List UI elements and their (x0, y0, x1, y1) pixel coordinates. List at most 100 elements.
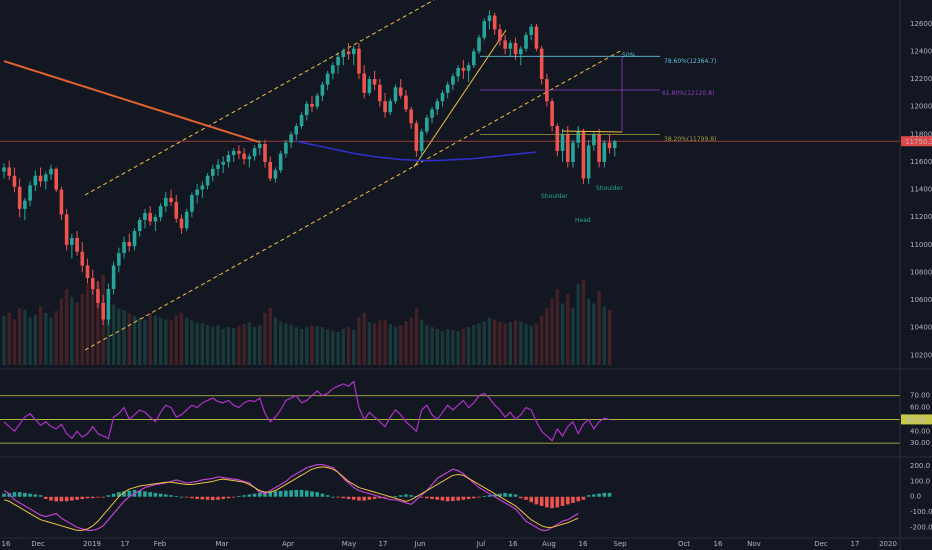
candle-body (221, 161, 226, 165)
volume-bar (294, 327, 299, 365)
candle-body (169, 197, 173, 203)
candle-body (419, 131, 424, 151)
time-tick-label: 16 (714, 540, 723, 548)
candle-body (216, 164, 220, 169)
macd-tick-label: -100.0 (910, 508, 932, 516)
time-tick-label: Oct (678, 540, 690, 548)
volume-bar (258, 325, 262, 365)
macd-histogram-bar (195, 496, 199, 500)
volume-bar (221, 329, 225, 365)
macd-histogram-bar (200, 496, 205, 500)
volume-bar (430, 327, 434, 365)
candle-body (388, 101, 393, 113)
candle-body (23, 200, 27, 209)
volume-bar (409, 317, 413, 365)
volume-bar (200, 323, 205, 365)
time-tick-label: 2019 (83, 540, 101, 548)
macd-histogram-bar (143, 491, 147, 497)
price-tick-label: 12200.0 (910, 75, 932, 83)
price-tick-label: 10200.0 (910, 351, 932, 359)
macd-histogram-bar (96, 496, 100, 498)
volume-bar (560, 303, 565, 365)
candle-body (127, 242, 132, 247)
volume-bar (446, 329, 450, 365)
volume-bar (503, 323, 507, 365)
macd-histogram-bar (498, 493, 502, 497)
volume-bar (597, 291, 601, 365)
macd-histogram-bar (284, 490, 288, 497)
macd-histogram-bar (409, 495, 413, 497)
volume-bar (372, 323, 377, 365)
volume-bar (211, 327, 215, 365)
time-tick-label: Aug (542, 540, 556, 548)
macd-histogram-bar (184, 496, 189, 498)
macd-histogram-bar (550, 496, 554, 509)
volume-bar (378, 320, 382, 365)
candle-body (195, 189, 199, 196)
candle-body (174, 202, 179, 219)
macd-histogram-bar (508, 493, 513, 497)
candle-body (466, 65, 471, 71)
macd-histogram-bar (518, 496, 523, 499)
macd-histogram-bar (54, 496, 58, 502)
volume-bar (28, 317, 32, 365)
rsi-current-badge (901, 414, 932, 425)
volume-bar (117, 308, 121, 365)
macd-histogram-bar (294, 490, 299, 497)
volume-bar (545, 308, 549, 365)
candle-body (555, 126, 560, 151)
price-candles[interactable] (2, 10, 617, 325)
candle-body (404, 95, 408, 110)
macd-histogram-bar (383, 496, 387, 498)
candle-body (529, 26, 534, 35)
macd-histogram-bar (211, 496, 215, 501)
macd-histogram-bar (472, 496, 476, 499)
price-tick-label: 12000.0 (910, 103, 932, 111)
candle-body (518, 48, 523, 55)
macd-histogram-bar (90, 496, 95, 498)
macd-histogram-bar (456, 496, 460, 501)
candle-body (325, 73, 330, 85)
volume-bars (2, 275, 612, 365)
candle-body (28, 185, 32, 201)
macd-histogram-bar (117, 492, 121, 497)
volume-bar (320, 327, 325, 365)
candle-body (143, 213, 147, 220)
volume-bar (205, 325, 210, 365)
candle-body (383, 101, 387, 113)
volume-bar (268, 308, 272, 365)
macd-histogram-bar (367, 496, 372, 500)
macd-histogram-bar (263, 492, 267, 497)
candle-body (367, 79, 372, 93)
macd-histogram-bar (289, 490, 293, 497)
macd-histogram-bar (299, 489, 304, 497)
macd-histogram-bar (440, 496, 445, 501)
volume-bar (64, 289, 69, 365)
candle-body (54, 168, 58, 190)
time-tick-label: 16 (509, 540, 518, 548)
candle-body (435, 101, 440, 110)
volume-bar (59, 298, 64, 365)
macd-histogram-bar (398, 495, 403, 497)
macd-histogram-bar (221, 496, 226, 500)
volume-bar (174, 315, 178, 365)
macd-histogram-bar (137, 490, 142, 497)
macd-histogram-bar (565, 496, 570, 505)
left-shoulder-label: Shoulder (541, 193, 568, 200)
candle-body (445, 84, 450, 93)
candle-body (273, 170, 278, 179)
candle-body (38, 175, 43, 182)
volume-bar (252, 327, 257, 365)
volume-bar (106, 298, 111, 365)
rsi-tick-label: 30.00 (910, 439, 930, 447)
candle-body (268, 161, 273, 179)
price-tick-label: 11600.0 (910, 158, 932, 166)
candle-body (315, 95, 319, 107)
volume-bar (179, 312, 184, 365)
volume-bar (451, 329, 455, 365)
volume-bar (331, 330, 335, 365)
volume-bar (435, 329, 439, 365)
volume-bar (586, 298, 591, 365)
time-tick-label: Mar (215, 540, 228, 548)
